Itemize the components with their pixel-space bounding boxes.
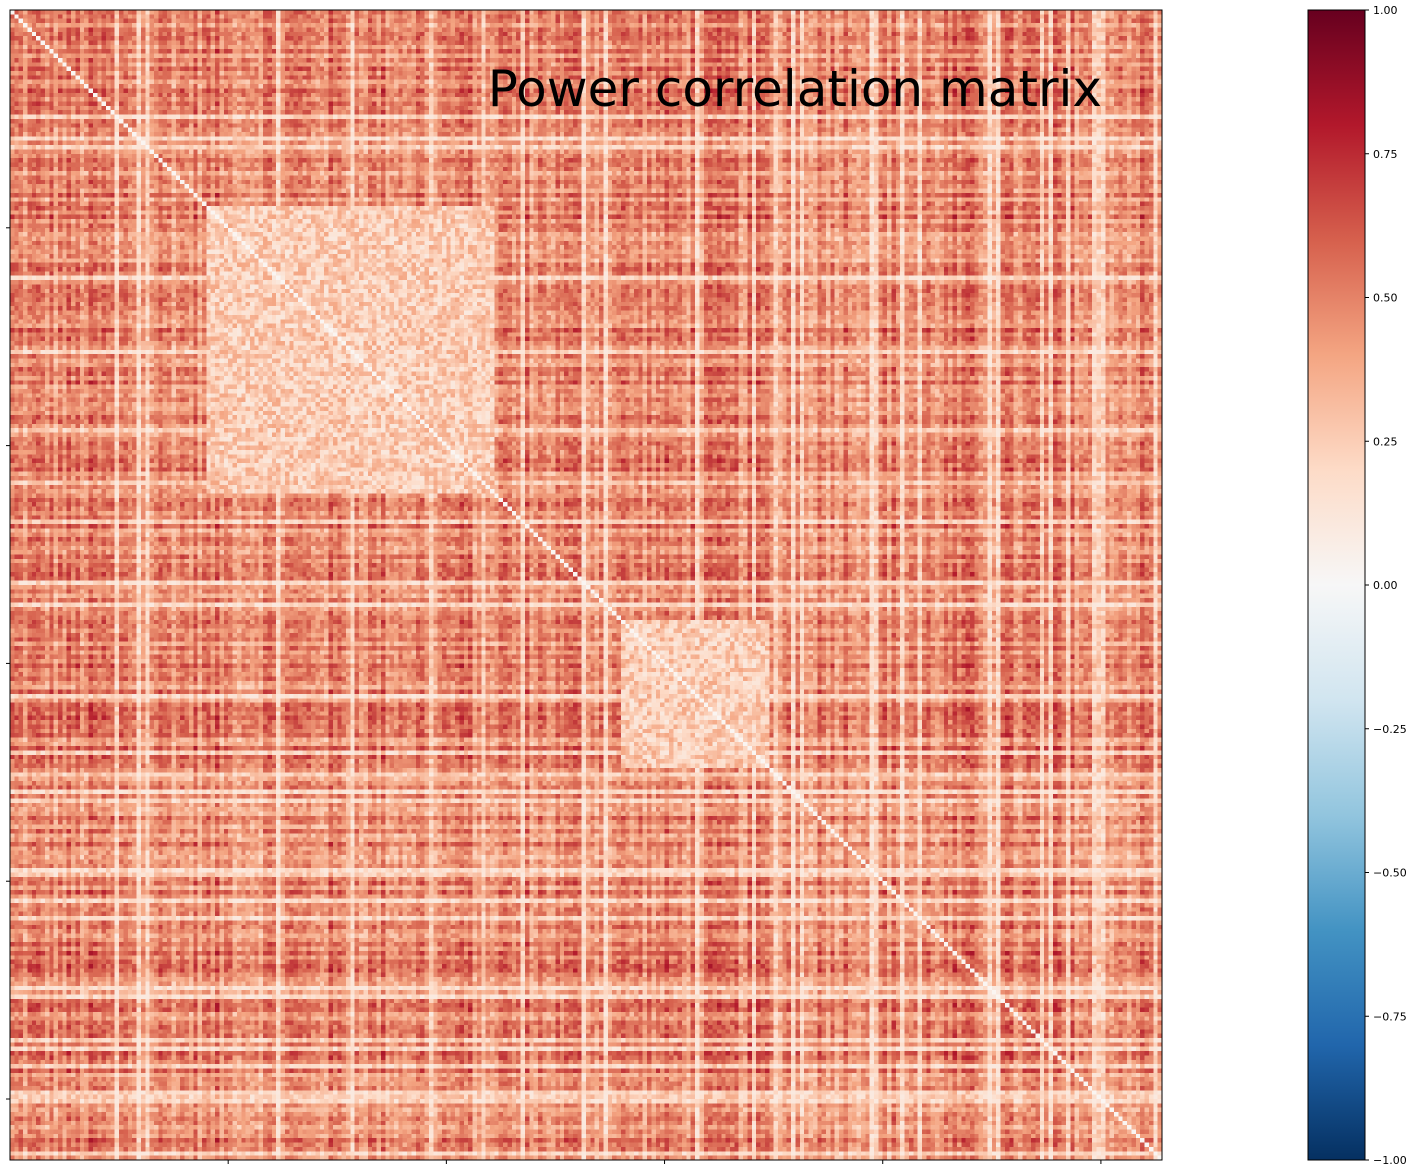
- correlation-matrix: [10, 10, 1162, 1160]
- chart-title: Power correlation matrix: [488, 60, 1102, 118]
- colorbar-tick-label: 0.25: [1373, 435, 1398, 448]
- colorbar-tick-label: −1.00: [1373, 1154, 1407, 1167]
- axis-ticks: [6, 227, 1102, 1164]
- colorbar-tick-label: −0.25: [1373, 723, 1407, 736]
- colorbar-ticks: 1.00 0.75 0.50 0.25 0.00 −0.25 −0.50 −0.75 −1.00: [1365, 4, 1407, 1167]
- colorbar-tick-label: 0.50: [1373, 292, 1398, 305]
- colorbar-tick-label: 0.00: [1373, 579, 1398, 592]
- colorbar: [1307, 9, 1366, 1161]
- heatmap-cells: [10, 10, 1162, 1160]
- colorbar-tick-label: 1.00: [1373, 4, 1398, 17]
- colorbar-tick-label: −0.75: [1373, 1010, 1407, 1023]
- colorbar-tick-label: 0.75: [1373, 148, 1398, 161]
- colorbar-tick-label: −0.50: [1373, 867, 1407, 880]
- matrix-frame: [9, 9, 1163, 1161]
